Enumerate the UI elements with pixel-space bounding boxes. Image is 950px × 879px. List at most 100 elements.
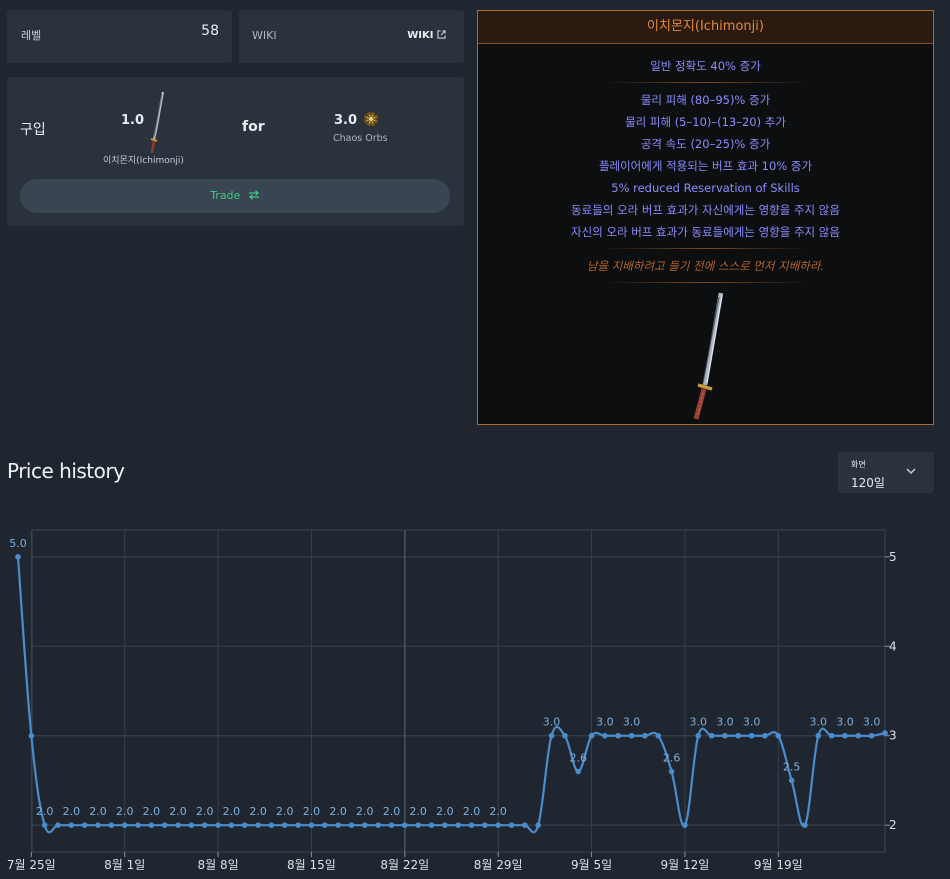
- price-point: [588, 732, 595, 739]
- item-art-sword: [693, 292, 724, 420]
- data-label: 3.0: [743, 716, 761, 729]
- level-card: 레벨 58: [7, 10, 232, 63]
- y-tick-label: 4: [889, 639, 897, 653]
- price-chart: 2 3 4 5 7월 25일 8월 1일 8월 8일 8월 15일 8월 22일 8월 29일 9…: [7, 529, 897, 872]
- data-label: 2.0: [169, 805, 187, 818]
- data-label: 2.0: [463, 805, 481, 818]
- wiki-link-label: WIKI: [407, 30, 434, 41]
- data-label: 2.0: [436, 805, 454, 818]
- data-label: 3.0: [863, 716, 881, 729]
- data-label: 2.5: [783, 760, 801, 773]
- price-point: [562, 732, 568, 739]
- price-point: [602, 732, 608, 739]
- price-point: [335, 822, 341, 828]
- explicit-mod: 물리 피해 (80–95)% 증가: [640, 93, 771, 107]
- price-point: [682, 822, 688, 828]
- price-point: [295, 822, 301, 828]
- price-point: [575, 768, 582, 775]
- data-label: 2.0: [223, 805, 241, 818]
- price-point: [402, 822, 408, 828]
- x-tick-label: 8월 15일: [287, 858, 336, 872]
- price-point: [175, 822, 181, 828]
- price-point: [748, 732, 755, 739]
- data-label: 5.0: [9, 537, 27, 550]
- price-point: [482, 822, 488, 828]
- price-point: [81, 822, 88, 828]
- price-point: [802, 822, 808, 828]
- currency-name: Chaos Orbs: [333, 133, 388, 144]
- price-point: [241, 822, 248, 828]
- trade-button-label: Trade: [210, 189, 241, 202]
- sword-icon: [150, 91, 165, 154]
- price-point: [522, 822, 528, 828]
- data-label: 2.0: [303, 805, 321, 818]
- price-point: [775, 732, 782, 739]
- implicit-mod: 일반 정확도 40% 증가: [650, 59, 761, 73]
- data-label: 2.0: [383, 805, 401, 818]
- chaos-orb-icon: [363, 111, 379, 127]
- price-point: [708, 732, 715, 739]
- x-tick-label: 8월 22일: [380, 858, 429, 872]
- wiki-card: WIKI WIKI: [239, 10, 464, 63]
- price-point: [108, 822, 115, 828]
- x-tick-label: 9월 12일: [661, 858, 710, 872]
- flavor-text: 남을 지배하려고 들기 전에 스스로 먼저 지배하라.: [586, 259, 825, 273]
- price-point: [15, 554, 21, 560]
- y-tick-label: 5: [889, 550, 897, 564]
- price-point: [188, 822, 195, 828]
- data-label: 2.0: [89, 805, 107, 818]
- price-point: [55, 822, 61, 828]
- explicit-mod: 공격 속도 (20–25)% 증가: [640, 137, 771, 151]
- separator: [600, 82, 811, 83]
- price-point: [321, 822, 328, 828]
- price-point: [121, 822, 128, 828]
- wiki-label: WIKI: [252, 29, 277, 42]
- y-tick-label: 3: [889, 729, 897, 743]
- x-axis: 7월 25일 8월 1일 8월 8일 8월 15일 8월 22일 8월 29일 9월 5일 9…: [7, 852, 803, 872]
- currency-quantity: 3.0: [334, 113, 358, 128]
- item-title: 이치몬지(Ichimonji): [478, 11, 933, 44]
- price-point: [495, 822, 501, 828]
- explicit-mod: 자신의 오라 버프 효과가 동료들에게는 영향을 주지 않음: [571, 225, 840, 239]
- data-label: 3.0: [623, 716, 641, 729]
- price-point: [148, 822, 155, 828]
- price-point: [642, 732, 648, 739]
- data-label: 3.0: [810, 716, 828, 729]
- price-point: [535, 822, 541, 828]
- x-tick-label: 9월 19일: [754, 858, 803, 872]
- item-mods: 일반 정확도 40% 증가 물리 피해 (80–95)% 증가 물리 피해 (5…: [478, 55, 933, 289]
- data-label: 2.0: [409, 805, 427, 818]
- price-point: [615, 732, 622, 739]
- x-tick-label: 9월 5일: [571, 858, 612, 872]
- trade-button[interactable]: Trade: [20, 179, 450, 213]
- data-label: 3.0: [716, 716, 734, 729]
- price-point: [228, 822, 235, 828]
- price-point: [628, 732, 635, 739]
- data-label: 2.0: [196, 805, 214, 818]
- separator: [600, 248, 811, 249]
- price-point: [215, 822, 221, 828]
- range-value: 120일: [851, 476, 885, 490]
- price-point: [762, 732, 768, 739]
- data-label: 2.0: [143, 805, 161, 818]
- range-select[interactable]: 화면 120일: [838, 452, 934, 493]
- data-label: 2.6: [569, 752, 587, 765]
- price-point: [722, 732, 728, 739]
- data-label: 2.0: [36, 805, 54, 818]
- price-point: [201, 822, 208, 828]
- range-label: 화면: [851, 460, 866, 469]
- data-label: 2.0: [63, 805, 81, 818]
- price-point: [695, 732, 702, 739]
- price-point: [842, 732, 848, 739]
- level-label: 레벨: [21, 29, 42, 42]
- price-point: [828, 732, 835, 739]
- wiki-link[interactable]: WIKI: [407, 30, 446, 41]
- x-tick-label: 7월 25일: [7, 858, 56, 872]
- price-point: [735, 732, 742, 739]
- price-point: [255, 822, 261, 828]
- price-point: [375, 822, 381, 828]
- explicit-mod: 동료들의 오라 버프 효과가 자신에게는 영향을 주지 않음: [571, 203, 840, 217]
- buy-label: 구입: [20, 122, 46, 138]
- price-line: [16, 556, 886, 834]
- chart-grid: [30, 529, 886, 853]
